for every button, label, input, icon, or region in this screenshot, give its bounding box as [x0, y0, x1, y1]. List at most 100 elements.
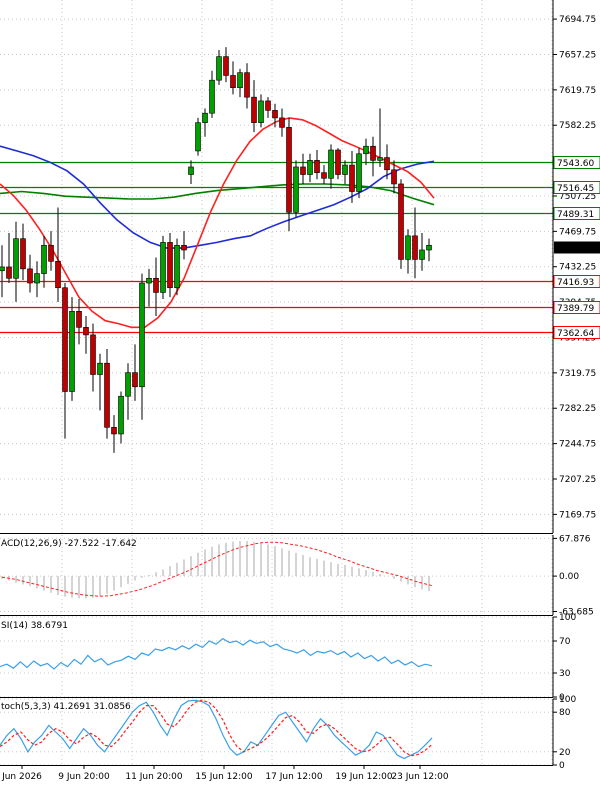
x-tick-label: 19 Jun 12:00	[335, 772, 392, 782]
moving-average-red-line	[0, 117, 435, 329]
candle-bull	[69, 311, 75, 392]
price-tick-label: 7432.25	[559, 263, 596, 273]
macd-signal-line	[1, 541, 433, 597]
candle-bull	[342, 164, 348, 175]
candle-bull	[209, 79, 215, 114]
current-price-tag	[554, 241, 600, 254]
price-tick-label: 7582.25	[559, 121, 596, 131]
candle-bear	[181, 244, 187, 251]
price-tick-label: 7169.75	[559, 510, 596, 520]
rsi-tick-label: 30	[559, 669, 571, 679]
candle-bear	[230, 75, 236, 89]
candle-bear	[76, 311, 82, 328]
candle-bull	[377, 157, 383, 161]
price-tick-label: 7282.25	[559, 404, 596, 414]
candle-bear	[153, 277, 159, 293]
candle-bull	[188, 166, 194, 175]
candle-bear	[90, 334, 96, 375]
candle-bear	[384, 157, 390, 171]
candle-bull	[237, 72, 243, 89]
x-tick-label: 23 Jun 12:00	[391, 772, 448, 782]
candle-bull	[258, 100, 264, 123]
candle-bull	[328, 149, 334, 179]
stoch-tick-label: 80	[559, 708, 571, 718]
candle-bear	[300, 166, 306, 175]
candle-bear	[48, 244, 54, 262]
candle-bear	[111, 427, 117, 435]
candle-bear	[132, 372, 138, 388]
candle-bear	[321, 172, 327, 179]
candle-bull	[41, 244, 47, 274]
candle-bull	[34, 273, 40, 284]
x-tick-label: Jun 2026	[1, 772, 42, 782]
candle-bear	[314, 160, 320, 173]
candle-bull	[195, 122, 201, 152]
level-tag-label: 7516.45	[557, 184, 594, 194]
candle-bull	[13, 238, 19, 279]
candle-bull	[426, 244, 432, 251]
rsi-tick-label: 100	[559, 613, 576, 623]
candle-bear	[223, 56, 229, 76]
stoch-tick-label: 0	[559, 761, 565, 771]
level-tag	[553, 181, 600, 194]
rsi-panel: 100 70 30 0 SI(14) 38.6791	[0, 613, 576, 703]
x-tick-label: 11 Jun 20:00	[125, 772, 182, 782]
candle-bull	[118, 395, 124, 435]
level-tag-label: 7416.93	[557, 278, 594, 288]
candle-bull	[419, 249, 425, 260]
x-tick-label: 17 Jun 12:00	[265, 772, 322, 782]
macd-tick-label: 67.876	[559, 534, 591, 544]
candle-bear	[391, 169, 397, 185]
price-panel: 7694.75 7657.25 7619.75 7582.25 7507.25 7469.…	[0, 0, 600, 534]
level-tag	[553, 326, 600, 339]
candle-bear	[370, 145, 376, 161]
candle-bear	[335, 149, 341, 175]
price-tick-label: 7244.75	[559, 440, 596, 450]
level-tag	[553, 156, 600, 169]
candle-bear	[279, 117, 285, 128]
candle-bear	[20, 238, 26, 270]
level-tag-label: 7389.79	[557, 304, 594, 314]
candle-bear	[55, 261, 61, 289]
stochastic-panel-label: toch(5,3,3) 41.2691 31.0856	[1, 702, 131, 712]
level-tag-label: 7489.31	[557, 210, 594, 220]
candle-bull	[356, 153, 362, 192]
candle-bear	[104, 362, 110, 428]
stochastic-k-line	[0, 699, 433, 760]
candle-bear	[349, 164, 355, 192]
macd-tick-label: -63.685	[559, 607, 594, 617]
rsi-panel-label: SI(14) 38.6791	[1, 621, 68, 631]
candle-bull	[307, 160, 313, 175]
stoch-tick-label: 100	[559, 695, 576, 705]
macd-tick-label: 0.00	[559, 572, 579, 582]
candle-bear	[62, 287, 68, 392]
stochastic-panel: 100 80 20 0 toch(5,3,3) 41.2691 31.0856 Jun 2…	[0, 695, 576, 782]
stoch-tick-label: 20	[559, 748, 571, 758]
candle-bear	[244, 72, 250, 98]
candle-bear	[6, 266, 12, 279]
price-tick-label: 7657.25	[559, 50, 596, 60]
rsi-tick-label: 0	[559, 693, 565, 703]
candle-bull	[146, 277, 152, 284]
level-tag	[553, 207, 600, 220]
level-tag-label: 7362.64	[557, 329, 594, 339]
current-price-label: 7452.74	[557, 244, 594, 254]
macd-panel-label: ACD(12,26,9) -27.522 -17.642	[1, 539, 137, 549]
candle-bull	[125, 372, 131, 397]
price-tick-label: 7694.75	[559, 15, 596, 25]
stochastic-d-line	[0, 699, 433, 757]
candle-bull	[0, 266, 5, 272]
candle-bear	[398, 183, 404, 260]
price-tick-label: 7207.25	[559, 475, 596, 485]
candle-bear	[27, 268, 33, 284]
price-tick-label: 7319.75	[559, 369, 596, 379]
price-tick-label: 7507.25	[559, 192, 596, 202]
candle-bull	[293, 166, 299, 213]
candle-bear	[167, 242, 173, 289]
price-tick-label: 7469.75	[559, 227, 596, 237]
candle-bull	[139, 282, 145, 388]
candle-bear	[83, 327, 89, 336]
rsi-line	[0, 637, 433, 670]
